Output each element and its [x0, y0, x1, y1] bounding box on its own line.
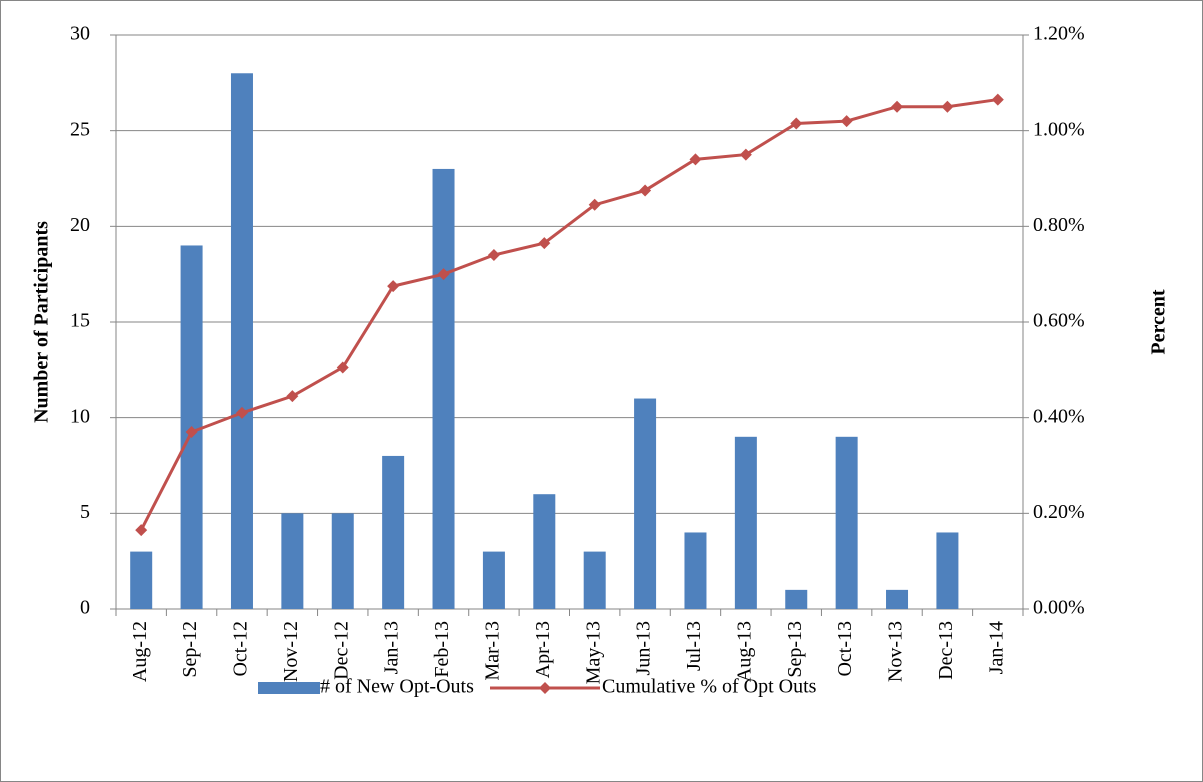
y-tick-label: 30: [70, 23, 90, 45]
y-tick-label: 10: [70, 405, 90, 427]
line: [139, 98, 999, 531]
x-tick-label: Sep-13: [784, 621, 806, 678]
x-tick-label: Nov-13: [885, 621, 907, 682]
x-tick-label: Dec-12: [330, 621, 352, 680]
y2-tick-label: 0.60%: [1033, 310, 1085, 332]
y2-tick-label: 0.00%: [1033, 597, 1085, 619]
bar: [734, 436, 757, 609]
line-marker: [739, 148, 752, 161]
line-marker: [790, 117, 803, 130]
line-marker: [891, 100, 904, 113]
x-tick-label: Dec-13: [935, 621, 957, 680]
y2-tick-label: 0.40%: [1033, 405, 1085, 427]
bar: [583, 551, 606, 609]
bar: [432, 168, 455, 609]
bar: [230, 73, 253, 610]
line-marker: [991, 93, 1004, 106]
x-tick-label: Jan-14: [985, 621, 1007, 674]
x-tick-label: Oct-12: [230, 621, 252, 677]
y-tick-label: 0: [80, 597, 90, 619]
y-tick-label: 15: [70, 310, 90, 332]
line-marker: [840, 115, 853, 128]
bar: [281, 513, 304, 609]
y-tick-label: 25: [70, 118, 90, 140]
x-tick-label: Oct-13: [834, 621, 856, 677]
legend-swatch: [258, 682, 320, 694]
bar: [835, 436, 858, 609]
bar: [130, 551, 153, 609]
legend-label: Cumulative % of Opt Outs: [602, 676, 817, 698]
y-tick-label: 20: [70, 214, 90, 236]
line-marker: [639, 184, 652, 197]
line-marker: [941, 100, 954, 113]
x-tick-label: Jun-13: [633, 621, 655, 675]
bar: [684, 532, 707, 609]
line-marker: [487, 249, 500, 262]
y-axis-title: Number of Participants: [31, 221, 53, 423]
x-tick-label: Sep-12: [179, 621, 201, 678]
line-marker: [135, 524, 148, 537]
x-tick-label: Aug-12: [129, 621, 151, 682]
x-tick-label: May-13: [582, 621, 604, 684]
x-tick-label: Apr-13: [532, 621, 554, 678]
line-marker: [387, 280, 400, 293]
y2-axis-title: Percent: [1148, 289, 1170, 354]
line-marker: [286, 390, 299, 403]
y-tick-label: 5: [80, 501, 90, 523]
x-tick-label: Jan-13: [381, 621, 403, 674]
x-tick-label: Mar-13: [482, 621, 504, 681]
x-tick-label: Aug-13: [733, 621, 755, 682]
y2-tick-label: 0.20%: [1033, 501, 1085, 523]
bar: [533, 494, 556, 609]
y2-tick-label: 1.20%: [1033, 23, 1085, 45]
bar: [382, 455, 405, 609]
line-marker: [689, 153, 702, 166]
line-marker: [437, 268, 450, 281]
legend-marker: [539, 682, 551, 694]
bar: [886, 589, 909, 609]
bar: [785, 589, 808, 609]
line-marker: [235, 406, 248, 419]
x-tick-label: Feb-13: [431, 621, 453, 678]
line-marker: [588, 198, 601, 211]
bar: [634, 398, 657, 609]
x-tick-label: Nov-12: [280, 621, 302, 682]
line-marker: [336, 361, 349, 374]
y2-tick-label: 1.00%: [1033, 118, 1085, 140]
bar: [936, 532, 959, 609]
bar: [331, 513, 354, 609]
x-tick-label: Jul-13: [683, 621, 705, 671]
bar: [482, 551, 505, 609]
line-marker: [185, 426, 198, 439]
y2-tick-label: 0.80%: [1033, 214, 1085, 236]
legend-label: # of New Opt-Outs: [320, 676, 474, 698]
line-marker: [538, 237, 551, 250]
